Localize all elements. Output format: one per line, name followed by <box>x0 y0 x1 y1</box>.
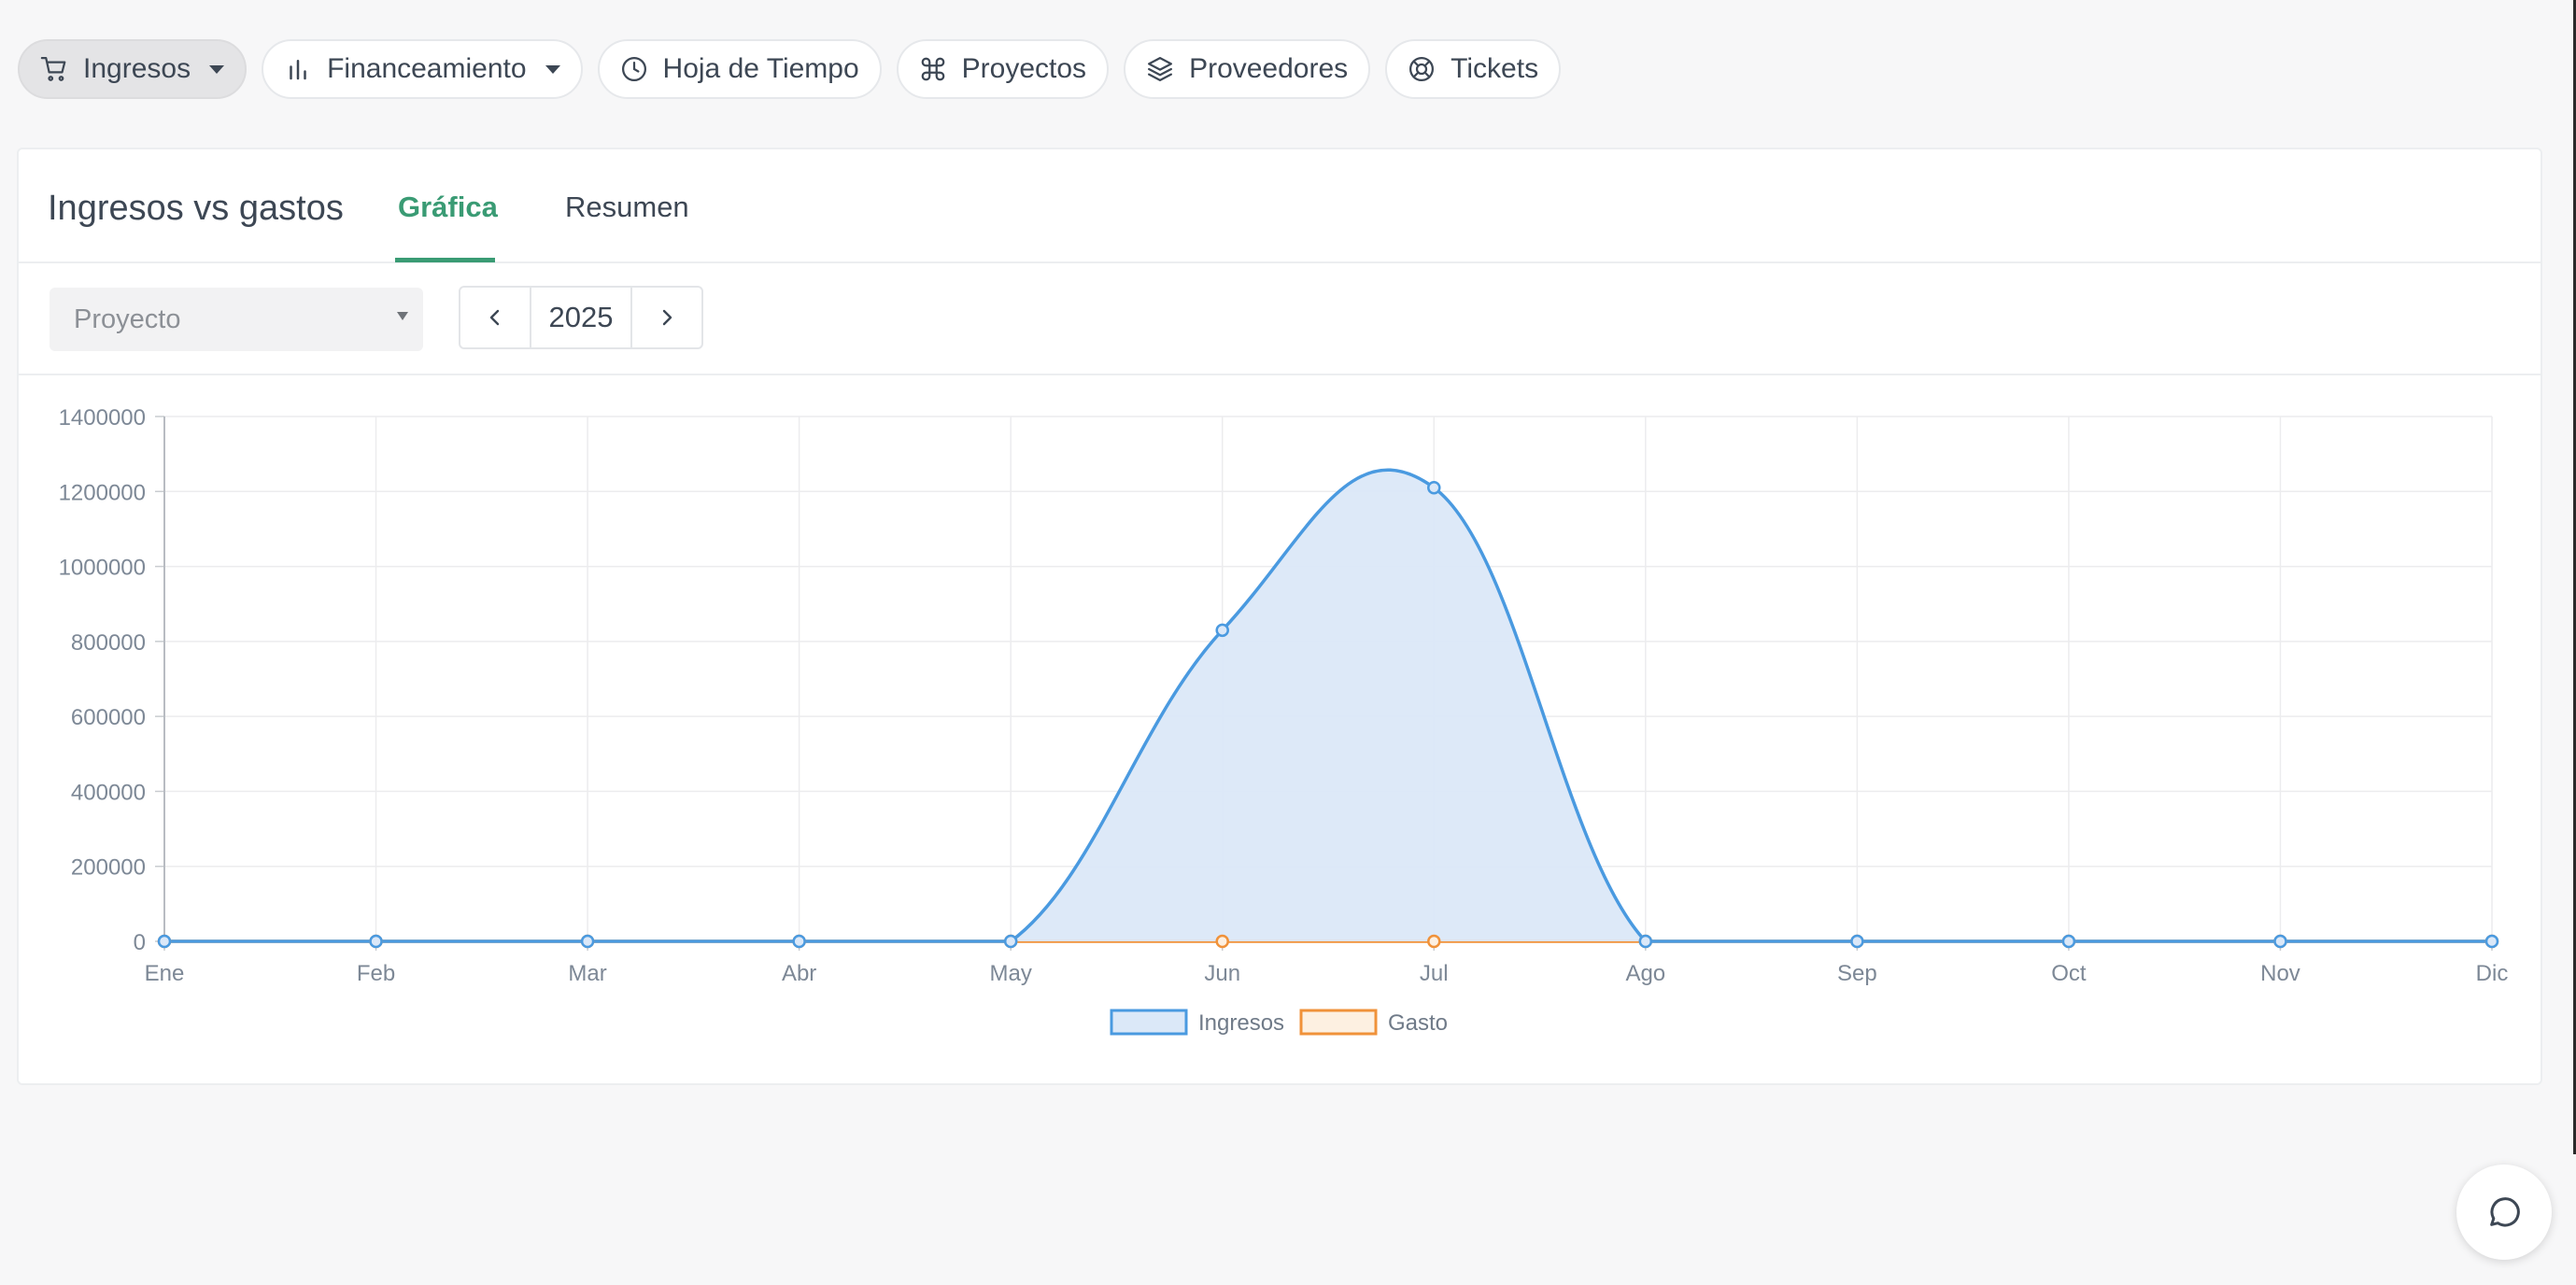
project-select[interactable]: Proyecto <box>50 288 423 351</box>
project-select-value: Proyecto <box>74 304 181 334</box>
y-tick-label: 0 <box>134 930 146 955</box>
y-tick-label: 1400000 <box>59 405 146 431</box>
card-header: Ingresos vs gastos Gráfica Resumen <box>19 149 2541 263</box>
x-tick-label: Feb <box>357 961 395 986</box>
gasto-legend-label: Gasto <box>1388 1010 1448 1036</box>
clock-icon <box>620 55 648 83</box>
nav-financeamiento-label: Financeamiento <box>327 53 527 84</box>
x-tick-label: Nov <box>2260 961 2300 986</box>
chevron-down-icon <box>209 64 225 74</box>
chevron-down-icon <box>545 64 560 74</box>
x-tick-label: May <box>990 961 1032 986</box>
ingresos-point <box>1427 481 1441 495</box>
nav-proyectos-label: Proyectos <box>961 53 1087 84</box>
nav-hoja-de-tiempo[interactable]: Hoja de Tiempo <box>597 39 882 99</box>
window-edge <box>2573 0 2576 1154</box>
previous-year-button[interactable] <box>460 288 530 347</box>
x-tick-label: Jun <box>1204 961 1240 986</box>
ingresos-point <box>369 934 383 949</box>
x-tick-label: Jul <box>1420 961 1449 986</box>
x-tick-label: Oct <box>2051 961 2087 986</box>
x-tick-label: Dic <box>2476 961 2509 986</box>
ingresos-legend-swatch <box>1110 1009 1188 1036</box>
nav-tickets-label: Tickets <box>1451 53 1539 84</box>
y-tick-label: 200000 <box>71 855 146 881</box>
ingresos-point <box>1215 623 1229 638</box>
ingresos-point <box>580 934 595 949</box>
command-icon <box>919 55 947 83</box>
layers-icon <box>1146 55 1174 83</box>
y-tick-label: 600000 <box>71 705 146 730</box>
x-tick-label: Ago <box>1625 961 1665 986</box>
ingresos-legend-label: Ingresos <box>1198 1010 1284 1036</box>
nav-proveedores-label: Proveedores <box>1189 53 1349 84</box>
x-tick-label: Ene <box>145 961 185 986</box>
lifebuoy-icon <box>1408 55 1436 83</box>
tab-resumen[interactable]: Resumen <box>565 191 689 223</box>
nav-proveedores[interactable]: Proveedores <box>1124 39 1371 99</box>
nav-ingresos-label: Ingresos <box>83 53 191 84</box>
income-vs-expense-chart: 0 200000 400000 600000 800000 1000000 1200000 1… <box>59 405 2509 1036</box>
nav-hoja-de-tiempo-label: Hoja de Tiempo <box>662 53 859 84</box>
ingresos-area <box>164 470 2492 941</box>
y-tick-label: 800000 <box>71 630 146 656</box>
top-navigation: Ingresos Financeamiento Hoja de Tiempo P… <box>18 39 1562 99</box>
y-tick-label: 1000000 <box>59 556 146 581</box>
filter-bar: Proyecto 2025 <box>19 263 2541 375</box>
chat-bubble-icon <box>2490 1197 2520 1227</box>
ingresos-point <box>1003 934 1018 949</box>
year-value: 2025 <box>530 288 632 347</box>
ingresos-point <box>2484 934 2499 949</box>
tab-grafica[interactable]: Gráfica <box>398 191 498 223</box>
income-expense-card: Ingresos vs gastos Gráfica Resumen Proye… <box>17 148 2542 1085</box>
chat-button[interactable] <box>2456 1165 2552 1260</box>
card-title: Ingresos vs gastos <box>48 189 344 228</box>
ingresos-point <box>2061 934 2076 949</box>
nav-ingresos[interactable]: Ingresos <box>18 39 248 99</box>
gasto-legend-swatch <box>1299 1009 1378 1036</box>
ingresos-point <box>1638 934 1653 949</box>
x-tick-label: Abr <box>782 961 816 986</box>
year-navigator: 2025 <box>459 286 703 349</box>
nav-tickets[interactable]: Tickets <box>1385 39 1562 99</box>
nav-proyectos[interactable]: Proyectos <box>896 39 1110 99</box>
y-tick-label: 1200000 <box>59 480 146 505</box>
gasto-point <box>1427 934 1441 949</box>
ingresos-point <box>2273 934 2287 949</box>
ingresos-point <box>1850 934 1864 949</box>
active-tab-indicator <box>395 258 495 262</box>
y-tick-label: 400000 <box>71 780 146 805</box>
bar-chart-icon <box>284 55 312 83</box>
cart-icon <box>40 55 68 83</box>
nav-financeamiento[interactable]: Financeamiento <box>262 39 583 99</box>
chevron-right-icon <box>662 309 672 326</box>
caret-down-icon <box>397 312 408 320</box>
gasto-point <box>1215 934 1229 949</box>
chart-area: 0 200000 400000 600000 800000 1000000 1200000 1… <box>19 377 2544 1087</box>
ingresos-point <box>157 934 172 949</box>
ingresos-point <box>792 934 806 949</box>
x-tick-label: Sep <box>1837 961 1877 986</box>
chevron-left-icon <box>489 309 500 326</box>
x-tick-label: Mar <box>568 961 606 986</box>
next-year-button[interactable] <box>632 288 701 347</box>
